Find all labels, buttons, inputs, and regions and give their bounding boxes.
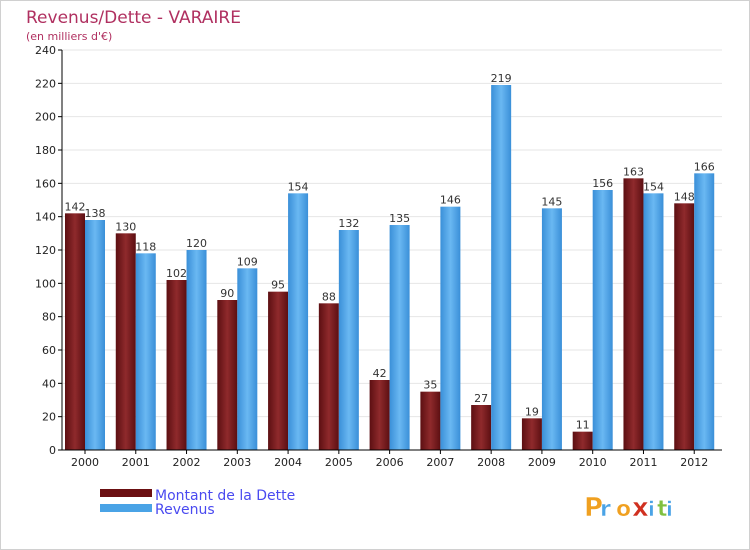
bar-debt xyxy=(217,300,238,450)
bar-debt xyxy=(166,280,187,450)
x-tick-label: 2010 xyxy=(579,456,607,469)
data-label-debt: 27 xyxy=(474,392,488,405)
legend-label-revenus: Revenus xyxy=(155,502,215,518)
bar-debt xyxy=(471,405,492,450)
data-label-debt: 130 xyxy=(115,220,136,233)
x-tick-label: 2002 xyxy=(173,456,201,469)
bar-revenus xyxy=(186,250,207,450)
y-axis-ticks: 0 20 40 60 80 100 120 140 160 180 200 220 240 xyxy=(35,44,62,457)
data-label-debt: 42 xyxy=(373,367,387,380)
data-label-revenus: 145 xyxy=(541,195,562,208)
bar-debt xyxy=(623,178,644,451)
data-label-revenus: 166 xyxy=(694,160,715,173)
bar-debt xyxy=(420,391,441,450)
x-axis-ticks: 2000 2001 2002 2003 2004 2005 2006 2007 2008 2009… xyxy=(71,450,708,469)
y-tick-label: 160 xyxy=(35,177,56,190)
bar-debt xyxy=(521,418,542,450)
bar-debt xyxy=(115,233,136,450)
data-label-debt: 88 xyxy=(322,290,336,303)
chart-subtitle: (en milliers d'€) xyxy=(26,30,112,43)
data-label-revenus: 138 xyxy=(85,207,106,220)
bar-debt xyxy=(65,213,85,450)
data-label-revenus: 154 xyxy=(643,180,664,193)
x-tick-label: 2001 xyxy=(122,456,150,469)
legend-label-debt: Montant de la Dette xyxy=(155,488,295,504)
bar-revenus xyxy=(85,220,105,450)
data-label-debt: 142 xyxy=(65,200,86,213)
x-tick-label: 2006 xyxy=(376,456,404,469)
data-label-debt: 90 xyxy=(220,287,234,300)
data-label-revenus: 109 xyxy=(237,255,258,268)
y-tick-label: 120 xyxy=(35,244,56,257)
data-label-revenus: 120 xyxy=(186,237,207,250)
bar-revenus xyxy=(541,208,562,450)
legend-swatch-debt xyxy=(100,489,152,497)
bar-revenus xyxy=(491,85,512,450)
bars xyxy=(65,85,715,451)
bar-debt xyxy=(318,303,339,450)
y-tick-label: 140 xyxy=(35,211,56,224)
y-tick-label: 0 xyxy=(49,444,56,457)
legend: Montant de la Dette Revenus xyxy=(100,488,295,518)
data-label-revenus: 132 xyxy=(338,217,359,230)
x-tick-label: 2012 xyxy=(680,456,708,469)
bar-debt xyxy=(674,203,695,450)
logo-letter: o xyxy=(616,497,631,522)
y-tick-label: 60 xyxy=(42,344,56,357)
logo-letter: t xyxy=(657,497,668,522)
bar-revenus xyxy=(389,225,410,450)
data-label-revenus: 156 xyxy=(592,177,613,190)
logo-letter: r xyxy=(600,497,611,522)
bar-revenus xyxy=(288,193,309,451)
bar-debt xyxy=(572,431,593,450)
data-label-revenus: 135 xyxy=(389,212,410,225)
x-tick-label: 2007 xyxy=(426,456,454,469)
data-label-debt: 95 xyxy=(271,279,285,292)
data-label-debt: 148 xyxy=(674,190,695,203)
bar-revenus xyxy=(237,268,258,450)
bar-revenus xyxy=(643,193,664,451)
logo-letter: i xyxy=(648,497,655,521)
data-label-debt: 102 xyxy=(166,267,187,280)
y-tick-label: 240 xyxy=(35,44,56,57)
bar-revenus xyxy=(694,173,715,451)
y-tick-label: 20 xyxy=(42,411,56,424)
bar-revenus xyxy=(592,190,613,450)
data-label-revenus: 118 xyxy=(135,240,156,253)
x-tick-label: 2003 xyxy=(223,456,251,469)
data-label-debt: 11 xyxy=(576,419,590,432)
proxiti-logo: Pr o x i ti xyxy=(584,493,673,524)
logo-letter: i xyxy=(666,497,673,521)
bar-revenus xyxy=(135,253,156,450)
data-label-debt: 35 xyxy=(423,379,437,392)
chart-title: Revenus/Dette - VARAIRE xyxy=(26,8,241,28)
x-tick-label: 2009 xyxy=(528,456,556,469)
y-tick-label: 180 xyxy=(35,144,56,157)
bar-debt xyxy=(268,291,289,450)
x-tick-label: 2008 xyxy=(477,456,505,469)
bar-revenus xyxy=(440,206,461,450)
y-tick-label: 100 xyxy=(35,277,56,290)
x-tick-label: 2004 xyxy=(274,456,302,469)
logo-letter: x xyxy=(632,493,649,523)
y-tick-label: 40 xyxy=(42,377,56,390)
data-label-revenus: 146 xyxy=(440,194,461,207)
y-tick-label: 220 xyxy=(35,77,56,90)
data-label-debt: 19 xyxy=(525,405,539,418)
data-label-debt: 163 xyxy=(623,165,644,178)
logo-letter: P xyxy=(584,493,603,523)
bar-debt xyxy=(369,380,390,450)
data-label-revenus: 219 xyxy=(491,72,512,85)
bar-revenus xyxy=(338,230,359,450)
legend-swatch-revenus xyxy=(100,504,152,512)
y-tick-label: 80 xyxy=(42,311,56,324)
x-tick-label: 2005 xyxy=(325,456,353,469)
x-tick-label: 2011 xyxy=(629,456,657,469)
x-tick-label: 2000 xyxy=(71,456,99,469)
data-label-revenus: 154 xyxy=(288,180,309,193)
y-tick-label: 200 xyxy=(35,111,56,124)
